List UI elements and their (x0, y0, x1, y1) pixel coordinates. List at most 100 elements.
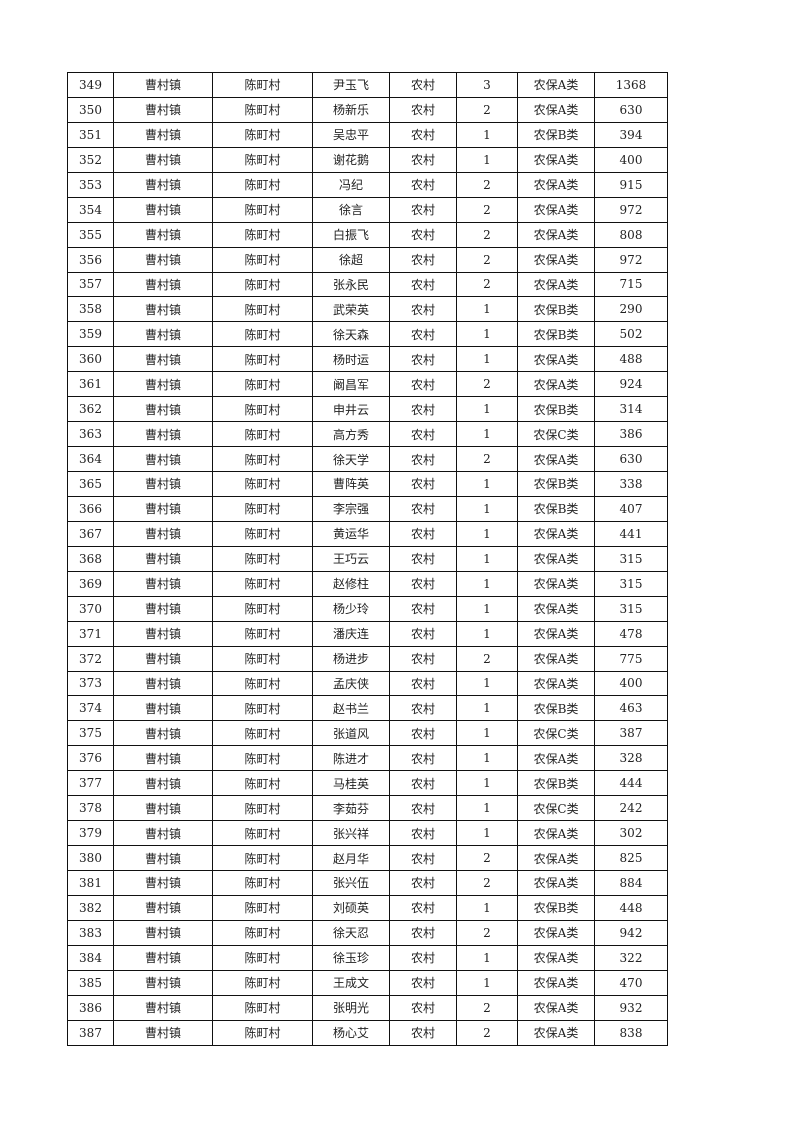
cell-town: 曹村镇 (113, 745, 213, 772)
cell-area-type: 农村 (389, 720, 457, 747)
cell-amount: 290 (594, 296, 668, 323)
cell-count: 2 (456, 919, 518, 946)
cell-row-number: 385 (67, 969, 114, 996)
cell-name: 赵书兰 (312, 695, 390, 722)
cell-name: 武荣英 (312, 296, 390, 323)
cell-insurance-category: 农保B类 (517, 894, 595, 921)
cell-name: 冯纪 (312, 171, 390, 198)
cell-insurance-category: 农保A类 (517, 545, 595, 572)
cell-amount: 315 (594, 595, 668, 622)
cell-count: 1 (456, 720, 518, 747)
cell-insurance-category: 农保B类 (517, 121, 595, 148)
table-row: 379 曹村镇 陈町村 张兴祥 农村 1 农保A类 302 (67, 820, 668, 847)
cell-insurance-category: 农保A类 (517, 196, 595, 223)
cell-name: 白振飞 (312, 221, 390, 248)
cell-insurance-category: 农保B类 (517, 396, 595, 423)
cell-insurance-category: 农保A类 (517, 146, 595, 173)
cell-count: 2 (456, 271, 518, 298)
cell-name: 尹玉飞 (312, 72, 390, 98)
cell-insurance-category: 农保B类 (517, 495, 595, 522)
cell-row-number: 355 (67, 221, 114, 248)
cell-area-type: 农村 (389, 520, 457, 547)
table-row: 373 曹村镇 陈町村 孟庆侠 农村 1 农保A类 400 (67, 670, 668, 697)
cell-insurance-category: 农保A类 (517, 645, 595, 672)
cell-area-type: 农村 (389, 870, 457, 896)
cell-count: 1 (456, 620, 518, 647)
cell-count: 2 (456, 994, 518, 1021)
cell-count: 1 (456, 121, 518, 148)
table-row: 358 曹村镇 陈町村 武荣英 农村 1 农保B类 290 (67, 296, 668, 323)
cell-row-number: 370 (67, 595, 114, 622)
cell-row-number: 361 (67, 371, 114, 398)
table-row: 375 曹村镇 陈町村 张道风 农村 1 农保C类 387 (67, 720, 668, 747)
cell-count: 1 (456, 695, 518, 722)
cell-row-number: 381 (67, 870, 114, 896)
cell-amount: 386 (594, 421, 668, 448)
cell-village: 陈町村 (212, 121, 313, 148)
cell-row-number: 366 (67, 495, 114, 522)
cell-area-type: 农村 (389, 620, 457, 647)
table-row: 374 曹村镇 陈町村 赵书兰 农村 1 农保B类 463 (67, 695, 668, 722)
cell-count: 1 (456, 346, 518, 373)
cell-count: 1 (456, 570, 518, 597)
cell-amount: 400 (594, 146, 668, 173)
cell-name: 张道风 (312, 720, 390, 747)
cell-count: 1 (456, 520, 518, 547)
cell-insurance-category: 农保A类 (517, 820, 595, 847)
cell-amount: 448 (594, 894, 668, 921)
cell-village: 陈町村 (212, 296, 313, 323)
cell-area-type: 农村 (389, 495, 457, 522)
cell-name: 申井云 (312, 396, 390, 423)
cell-name: 李宗强 (312, 495, 390, 522)
cell-area-type: 农村 (389, 346, 457, 373)
cell-insurance-category: 农保A类 (517, 1019, 595, 1046)
cell-amount: 387 (594, 720, 668, 747)
cell-village: 陈町村 (212, 645, 313, 672)
cell-village: 陈町村 (212, 545, 313, 572)
table-row: 357 曹村镇 陈町村 张永民 农村 2 农保A类 715 (67, 271, 668, 298)
cell-row-number: 375 (67, 720, 114, 747)
cell-amount: 502 (594, 321, 668, 348)
cell-village: 陈町村 (212, 994, 313, 1021)
cell-area-type: 农村 (389, 969, 457, 996)
cell-row-number: 357 (67, 271, 114, 298)
table-row: 349 曹村镇 陈町村 尹玉飞 农村 3 农保A类 1368 (67, 72, 668, 98)
cell-village: 陈町村 (212, 96, 313, 123)
cell-insurance-category: 农保A类 (517, 994, 595, 1021)
cell-area-type: 农村 (389, 271, 457, 298)
cell-area-type: 农村 (389, 645, 457, 672)
cell-town: 曹村镇 (113, 520, 213, 547)
cell-amount: 808 (594, 221, 668, 248)
cell-town: 曹村镇 (113, 246, 213, 273)
cell-row-number: 353 (67, 171, 114, 198)
cell-row-number: 359 (67, 321, 114, 348)
cell-amount: 932 (594, 994, 668, 1021)
cell-town: 曹村镇 (113, 72, 213, 98)
cell-town: 曹村镇 (113, 944, 213, 971)
cell-insurance-category: 农保A类 (517, 520, 595, 547)
cell-insurance-category: 农保A类 (517, 96, 595, 123)
cell-name: 刘硕英 (312, 894, 390, 921)
cell-area-type: 农村 (389, 371, 457, 398)
cell-town: 曹村镇 (113, 894, 213, 921)
cell-town: 曹村镇 (113, 969, 213, 996)
cell-insurance-category: 农保A类 (517, 969, 595, 996)
cell-row-number: 352 (67, 146, 114, 173)
cell-amount: 314 (594, 396, 668, 423)
cell-name: 徐超 (312, 246, 390, 273)
cell-insurance-category: 农保A类 (517, 919, 595, 946)
cell-name: 徐天森 (312, 321, 390, 348)
cell-count: 1 (456, 595, 518, 622)
table-row: 383 曹村镇 陈町村 徐天忍 农村 2 农保A类 942 (67, 919, 668, 946)
cell-village: 陈町村 (212, 421, 313, 448)
table-row: 369 曹村镇 陈町村 赵修柱 农村 1 农保A类 315 (67, 570, 668, 597)
cell-village: 陈町村 (212, 870, 313, 896)
cell-insurance-category: 农保A类 (517, 371, 595, 398)
cell-area-type: 农村 (389, 570, 457, 597)
cell-amount: 630 (594, 446, 668, 472)
cell-row-number: 383 (67, 919, 114, 946)
cell-village: 陈町村 (212, 570, 313, 597)
cell-area-type: 农村 (389, 770, 457, 797)
cell-area-type: 农村 (389, 72, 457, 98)
cell-name: 杨时运 (312, 346, 390, 373)
